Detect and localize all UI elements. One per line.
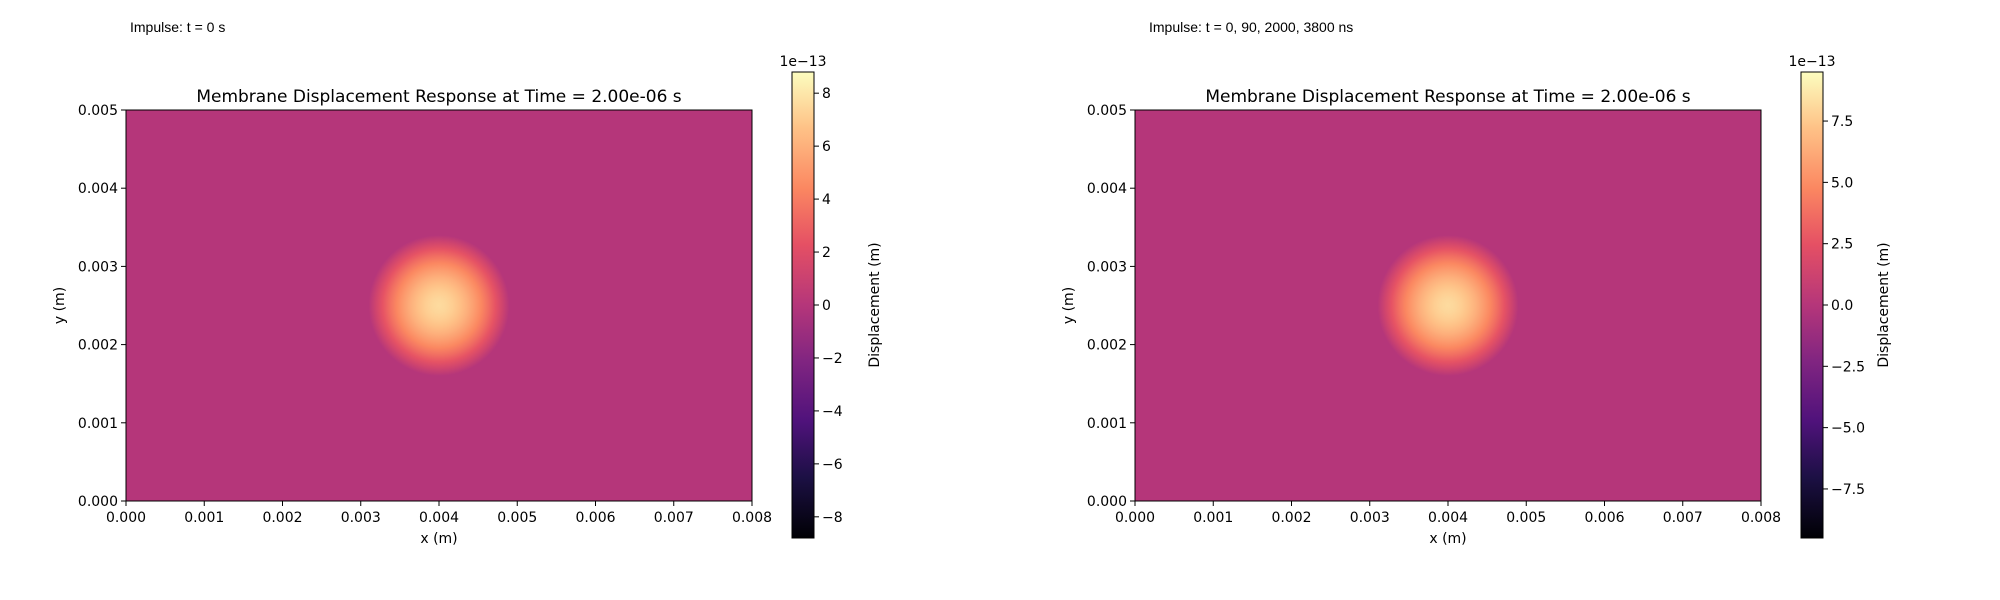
chart-panel-1: 0.000 0.001 0.002 0.003 0.004 0.005 0.006 0.007… (1061, 54, 1892, 547)
colorbar-tick-label: −6 (822, 457, 843, 473)
x-tick-label: 0.001 (184, 510, 224, 526)
colorbar-tick-label: −8 (822, 510, 843, 526)
y-tick-label: 0.005 (78, 103, 118, 119)
x-tick-label: 0.000 (106, 510, 146, 526)
heatmap-displacement-peak (368, 235, 510, 376)
colorbar-tick-label: 5.0 (1831, 175, 1853, 191)
colorbar-tick-label: 2 (822, 245, 831, 261)
x-tick-label: 0.006 (1584, 510, 1624, 526)
y-tick-label: 0.002 (1087, 338, 1127, 354)
x-tick-label: 0.004 (1428, 510, 1468, 526)
colorbar-label: Displacement (m) (867, 242, 883, 367)
x-tick-label: 0.003 (341, 510, 381, 526)
x-tick-label: 0.007 (1663, 510, 1703, 526)
x-tick-label: 0.002 (262, 510, 302, 526)
x-tick-label: 0.005 (1506, 510, 1546, 526)
colorbar-label: Displacement (m) (1876, 242, 1892, 367)
colorbar-tick-label: 4 (822, 192, 831, 208)
chart-title: Membrane Displacement Response at Time =… (1205, 87, 1690, 107)
colorbar-tick-label: 0.0 (1831, 298, 1853, 314)
colorbar-tick-label: −5.0 (1831, 421, 1865, 437)
colorbar-tick-label: −7.5 (1831, 482, 1865, 498)
x-tick-label: 0.007 (654, 510, 694, 526)
y-tick-label: 0.002 (78, 338, 118, 354)
y-tick-label: 0.005 (1087, 103, 1127, 119)
x-axis-label: x (m) (420, 531, 457, 547)
x-tick-label: 0.002 (1271, 510, 1311, 526)
panel-caption-left: Impulse: t = 0 s (130, 19, 226, 35)
colorbar (791, 71, 815, 539)
x-tick-label: 0.005 (497, 510, 537, 526)
colorbar-tick-label: 7.5 (1831, 114, 1853, 130)
x-tick-label: 0.001 (1193, 510, 1233, 526)
colorbar-tick-label: 0 (822, 298, 831, 314)
y-tick-label: 0.004 (1087, 181, 1127, 197)
x-axis-label: x (m) (1429, 531, 1466, 547)
x-tick-label: 0.000 (1115, 510, 1155, 526)
panel-caption-right: Impulse: t = 0, 90, 2000, 3800 ns (1149, 19, 1354, 35)
y-tick-label: 0.001 (78, 416, 118, 432)
colorbar-offset-text: 1e−13 (1788, 54, 1835, 70)
colorbar-tick-label: −4 (822, 404, 843, 420)
y-axis-label: y (m) (1061, 287, 1077, 324)
chart-panel-0: 0.000 0.001 0.002 0.003 0.004 0.005 0.006 0.007… (52, 54, 883, 547)
x-tick-label: 0.008 (1741, 510, 1781, 526)
y-tick-label: 0.004 (78, 181, 118, 197)
colorbar-tick-label: −2.5 (1831, 359, 1865, 375)
y-axis-label: y (m) (52, 287, 68, 324)
colorbar-offset-text: 1e−13 (779, 54, 826, 70)
colorbar-tick-label: 2.5 (1831, 237, 1853, 253)
x-tick-label: 0.003 (1350, 510, 1390, 526)
x-tick-label: 0.008 (732, 510, 772, 526)
y-tick-label: 0.001 (1087, 416, 1127, 432)
y-tick-label: 0.000 (1087, 494, 1127, 510)
x-tick-label: 0.006 (575, 510, 615, 526)
y-tick-label: 0.003 (78, 259, 118, 275)
colorbar-tick-label: −2 (822, 351, 843, 367)
heatmap-displacement-peak (1377, 235, 1519, 376)
colorbar-tick-label: 8 (822, 86, 831, 102)
chart-title: Membrane Displacement Response at Time =… (196, 87, 681, 107)
x-tick-label: 0.004 (419, 510, 459, 526)
colorbar (1800, 71, 1824, 539)
colorbar-tick-label: 6 (822, 139, 831, 155)
y-tick-label: 0.000 (78, 494, 118, 510)
y-tick-label: 0.003 (1087, 259, 1127, 275)
